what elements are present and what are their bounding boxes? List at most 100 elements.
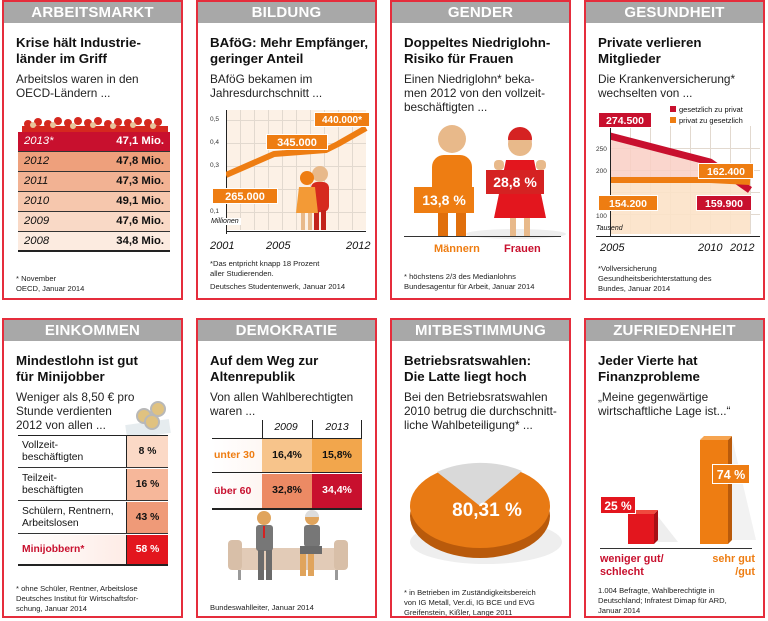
x-label: 2001: [210, 240, 235, 252]
title-line: Mitglieder: [598, 51, 661, 66]
row-label: Teilzeit-beschäftigten: [22, 473, 84, 496]
subtitle-line: Stunde verdienten: [16, 404, 112, 418]
title-line: für Minijobber: [16, 369, 105, 384]
table-row: 2011 47,3 Mio.: [18, 172, 170, 192]
table-top-rule: [18, 435, 168, 436]
row-year: 2011: [24, 175, 49, 187]
y-axis: [610, 126, 611, 236]
row-value: 43 %: [126, 502, 168, 533]
source-line: 1.004 Befragte, Wahlberechtigte in: [598, 586, 715, 595]
source-line: Januar 2014: [598, 606, 641, 615]
title-line: BAföG: Mehr Empfänger,: [210, 35, 369, 50]
column-header-2013: 2013: [325, 421, 349, 433]
card-header: ZUFRIEDENHEIT: [586, 320, 763, 341]
title-line: Finanzprobleme: [598, 369, 700, 384]
x-label: 2005: [600, 242, 625, 254]
table-row: 2008 34,8 Mio.: [18, 232, 170, 252]
chart-grid: [226, 110, 366, 230]
row-year: 2010: [24, 195, 50, 207]
footnote: Bundeswahlleiter, Januar 2014: [210, 603, 369, 613]
footnote-line: *Das entpricht knapp 18 Prozent: [210, 259, 320, 268]
row-value: 47,3 Mio.: [116, 175, 164, 187]
col-divider: [361, 420, 362, 438]
subtitle-line: waren ...: [210, 404, 256, 418]
subtitle-line: Einen Niedriglohn* beka-: [404, 72, 535, 86]
card-header: BILDUNG: [198, 2, 375, 23]
table-row: über 60 32,8% 34,4%: [212, 474, 362, 510]
callout-2012: 440.000*: [314, 112, 370, 127]
card-header: MITBESTIMMUNG: [392, 320, 569, 341]
y-tick: 200: [596, 168, 607, 175]
source-line: Deutsches Studentenwerk, Januar 2014: [210, 282, 346, 291]
source-line: Bundes, Januar 2014: [598, 284, 671, 293]
legend-label: privat zu gesetzlich: [679, 116, 743, 125]
subtitle-line: OECD-Ländern ...: [16, 86, 111, 100]
card-subtitle: Von allen Wahlberechtigten waren ...: [210, 390, 369, 418]
card-subtitle: Weniger als 8,50 € pro Stunde verdienten…: [16, 390, 175, 432]
table-row: unter 30 16,4% 15,8%: [212, 439, 362, 473]
footnote: * in Betrieben im Zuständigkeitsbereich …: [404, 588, 563, 616]
card-subtitle: „Meine gegenwärtige wirtschaftliche Lage…: [598, 390, 757, 418]
men-label: Männern: [434, 243, 480, 255]
row-year: 2012: [24, 155, 50, 167]
bafoeg-line: [226, 125, 368, 178]
baseline: [404, 236, 561, 237]
row-value: 47,1 Mio.: [116, 135, 164, 147]
footnote-line: aller Studierenden.: [210, 269, 274, 278]
callout-2001: 265.000: [212, 188, 278, 204]
card-header: DEMOKRATIE: [198, 320, 375, 341]
card-header: ARBEITSMARKT: [4, 2, 181, 23]
footnote: * ohne Schüler, Rentner, Arbeitslose Deu…: [16, 584, 175, 614]
source-line: Gesundheitsberichterstattung des: [598, 274, 712, 283]
title-line: geringer Anteil: [210, 51, 304, 66]
line-chart: 250 200 100 Tausend: [596, 126, 763, 238]
bad-label: weniger gut/ schlecht: [600, 553, 664, 578]
legend-item: gesetzlich zu privat: [670, 104, 743, 115]
card-demokratie: DEMOKRATIE Auf dem Weg zur Altenrepublik…: [196, 318, 377, 618]
health-lines: [610, 132, 753, 234]
row-year: 2008: [24, 235, 50, 247]
table-row: Schülern, Rentnern, Arbeitslosen 43 %: [18, 502, 168, 534]
source-line: Deutsches Institut für Wirtschaftsfor-: [16, 594, 139, 603]
column-header-2009: 2009: [274, 421, 298, 433]
y-tick: 0,3: [210, 162, 220, 169]
subtitle-line: BAföG bekamen im: [210, 72, 313, 86]
title-line: Private verlieren: [598, 35, 702, 50]
crowd-illustration: [22, 117, 168, 132]
col-divider: [312, 420, 313, 438]
row-label: Vollzeit-beschäftigten: [22, 440, 84, 463]
subtitle-line: 2012 von allen ...: [16, 418, 106, 432]
row-value: 47,6 Mio.: [116, 215, 164, 227]
row-label: Schülern, Rentnern, Arbeitslosen: [22, 506, 114, 529]
table-row: 2013* 47,1 Mio.: [18, 132, 170, 152]
footnote-line: *Vollversicherung: [598, 264, 657, 273]
legend: gesetzlich zu privat privat zu gesetzlic…: [670, 104, 743, 126]
row-value: 49,1 Mio.: [116, 195, 164, 207]
source-line: Deutschland; Infratest Dimap für ARD,: [598, 596, 727, 605]
title-line: Risiko für Frauen: [404, 51, 514, 66]
callout-p2g-2005: 154.200: [598, 195, 658, 211]
card-title: BAföG: Mehr Empfänger, geringer Anteil: [210, 35, 369, 67]
line-chart: 0,5 0,4 0,3 0,1 Millionen 265.000 345.00…: [208, 110, 370, 236]
callout-g2p-2005: 274.500: [598, 112, 652, 128]
subtitle-line: Von allen Wahlberechtigten: [210, 390, 354, 404]
good-value-badge: 74 %: [712, 464, 750, 484]
x-label: 2010: [698, 242, 723, 254]
bar-chart: [628, 436, 756, 544]
subtitle-line: beschäftigten ...: [404, 100, 488, 114]
table-row: 2009 47,6 Mio.: [18, 212, 170, 232]
cell-value: 34,4%: [312, 474, 362, 508]
unit-label: Tausend: [596, 225, 623, 232]
title-line: Jeder Vierte hat: [598, 353, 698, 368]
card-gender: GENDER Doppeltes Niedriglohn- Risiko für…: [390, 0, 571, 300]
footnote: 1.004 Befragte, Wahlberechtigte in Deuts…: [598, 586, 757, 616]
x-label: 2012: [346, 240, 371, 252]
footnote-line: von IG Metall, Ver.di, IG BCE und EVG: [404, 598, 535, 607]
card-arbeitsmarkt: ARBEITSMARKT Krise hält Industrie- lände…: [2, 0, 183, 300]
card-subtitle: Arbeitslos waren in den OECD-Ländern ...: [16, 72, 175, 100]
table-rule: [212, 438, 362, 439]
women-value-badge: 28,8 %: [486, 170, 544, 194]
source-line: schung, Januar 2014: [16, 604, 87, 613]
source-line: Bundeswahlleiter, Januar 2014: [210, 603, 314, 612]
card-zufriedenheit: ZUFRIEDENHEIT Jeder Vierte hat Finanzpro…: [584, 318, 765, 618]
